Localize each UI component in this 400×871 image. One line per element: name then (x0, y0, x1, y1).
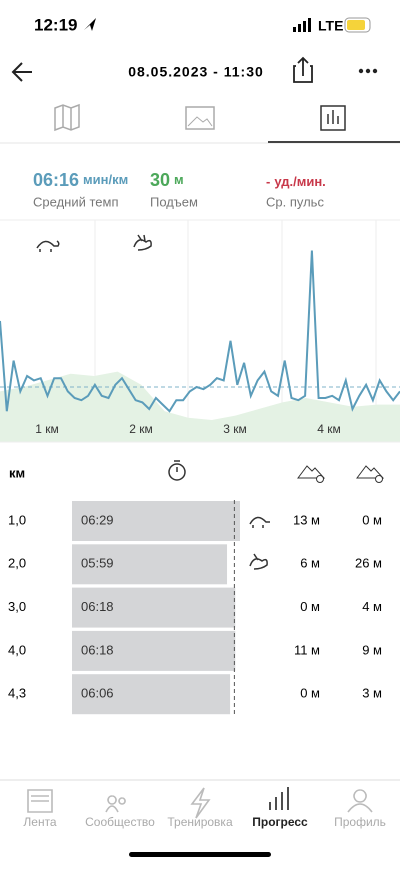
km: 1,0 (8, 512, 26, 527)
network: LTE (318, 18, 343, 34)
bottom-nav: Лента Сообщество Тренировка Прогресс Профиль (23, 787, 386, 829)
pace-bar (72, 674, 231, 715)
pace-bar (72, 544, 228, 585)
km: 4,3 (8, 686, 26, 701)
pace-line (0, 250, 400, 413)
x-label: 2 км (129, 422, 153, 436)
pace: 06:18 (81, 599, 114, 614)
pace-bar (72, 587, 236, 628)
back-button[interactable] (11, 62, 32, 82)
x-label: 3 км (223, 422, 247, 436)
nav-label[interactable]: Лента (23, 815, 57, 829)
ascent: 0 м (300, 686, 320, 701)
km: 3,0 (8, 599, 26, 614)
tab-stats[interactable] (320, 105, 346, 131)
splits-table: 1,0 06:29 13 м 0 м 2,0 05:59 6 м 26 м 3,0 06:18 0 … (8, 500, 382, 715)
pace-bar (72, 630, 236, 671)
stat-label: Подъем (150, 194, 198, 209)
stat-label: Ср. пульс (266, 194, 324, 209)
descent: 0 м (362, 512, 382, 527)
nav-icon (190, 787, 211, 819)
nav-icon (27, 789, 53, 813)
table-header: км (9, 465, 25, 480)
x-label: 4 км (317, 422, 341, 436)
descent: 4 м (362, 599, 382, 614)
menu-button[interactable] (358, 68, 378, 74)
descent: 26 м (355, 556, 382, 571)
pace: 05:59 (81, 556, 114, 571)
tab-photos[interactable] (185, 106, 215, 130)
clock: 12:19 (34, 15, 77, 34)
nav-icon (105, 795, 126, 813)
ascent: 11 м (294, 642, 320, 657)
nav-label[interactable]: Сообщество (85, 815, 155, 829)
stat-value: 30 м (150, 170, 184, 190)
stat-value: 06:16 мин/км (33, 170, 128, 190)
share-button[interactable] (293, 56, 313, 83)
ascent: 6 м (300, 556, 320, 571)
elevation-area (0, 371, 400, 442)
pace-chart: 1 км 2 км 3 км 4 км (0, 220, 400, 442)
nav-icon (269, 787, 289, 810)
descent: 9 м (362, 642, 382, 657)
km: 4,0 (8, 642, 26, 657)
stat-value: - уд./мин. (266, 174, 326, 189)
title: 08.05.2023 - 11:30 (128, 64, 264, 80)
descent: 3 м (362, 686, 382, 701)
ascent: 0 м (300, 599, 320, 614)
pace: 06:18 (81, 642, 114, 657)
stat-label: Средний темп (33, 194, 118, 209)
km: 2,0 (8, 556, 26, 571)
tab-map[interactable] (54, 103, 80, 132)
nav-label[interactable]: Профиль (334, 815, 386, 829)
pace: 06:06 (81, 686, 114, 701)
pace: 06:29 (81, 512, 114, 527)
pace-bar (72, 501, 240, 541)
x-label: 1 км (35, 422, 59, 436)
nav-icon (347, 789, 373, 813)
ascent: 13 м (293, 512, 320, 527)
nav-label[interactable]: Прогресс (252, 815, 308, 829)
nav-label[interactable]: Тренировка (167, 815, 233, 829)
